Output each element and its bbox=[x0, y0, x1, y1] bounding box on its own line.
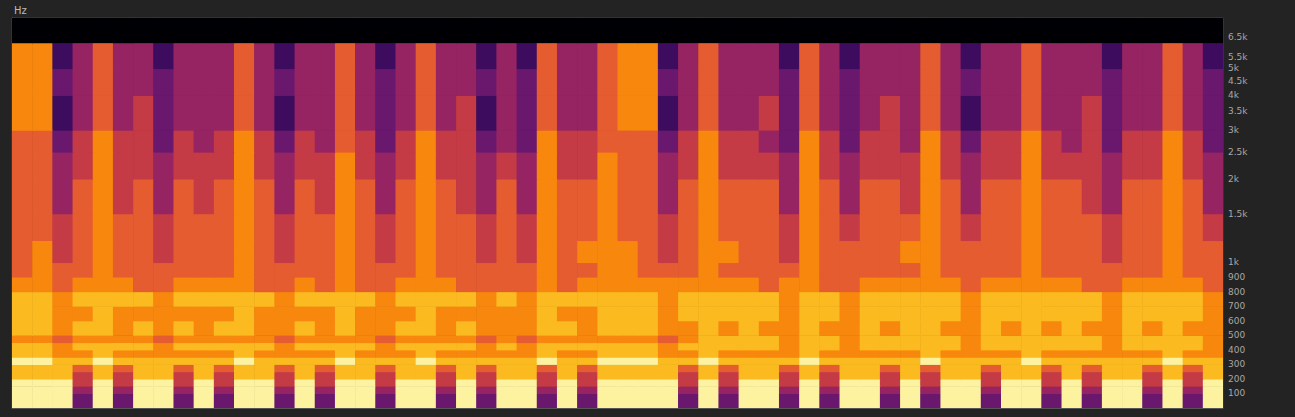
svg-text:100: 100 bbox=[1228, 388, 1245, 398]
svg-text:4k: 4k bbox=[1228, 90, 1240, 100]
svg-text:900: 900 bbox=[1228, 272, 1245, 282]
svg-text:300: 300 bbox=[1228, 359, 1245, 369]
svg-text:4.5k: 4.5k bbox=[1228, 76, 1248, 86]
svg-text:400: 400 bbox=[1228, 345, 1245, 355]
svg-text:6.5k: 6.5k bbox=[1228, 32, 1248, 42]
svg-text:800: 800 bbox=[1228, 287, 1245, 297]
svg-text:500: 500 bbox=[1228, 330, 1245, 340]
svg-text:700: 700 bbox=[1228, 301, 1245, 311]
svg-text:2.5k: 2.5k bbox=[1228, 147, 1248, 157]
svg-text:600: 600 bbox=[1228, 316, 1245, 326]
svg-text:3k: 3k bbox=[1228, 125, 1240, 135]
svg-text:5k: 5k bbox=[1228, 63, 1240, 73]
svg-text:1.5k: 1.5k bbox=[1228, 209, 1248, 219]
svg-text:3.5k: 3.5k bbox=[1228, 106, 1248, 116]
svg-text:2k: 2k bbox=[1228, 174, 1240, 184]
svg-text:1k: 1k bbox=[1228, 257, 1240, 267]
svg-text:200: 200 bbox=[1228, 374, 1245, 384]
svg-text:Hz: Hz bbox=[14, 5, 27, 16]
svg-text:5.5k: 5.5k bbox=[1228, 52, 1248, 62]
